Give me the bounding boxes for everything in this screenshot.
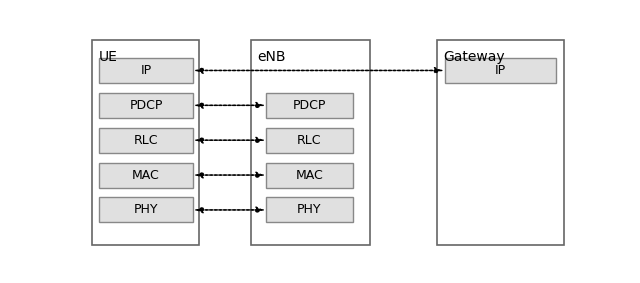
Bar [266, 93, 353, 118]
Text: RLC: RLC [297, 134, 322, 147]
Bar [445, 58, 556, 83]
Text: Gateway: Gateway [443, 50, 505, 64]
Bar [266, 162, 353, 188]
Text: eNB: eNB [257, 50, 285, 64]
Bar [99, 128, 193, 153]
Bar [92, 40, 199, 245]
Text: MAC: MAC [296, 169, 323, 182]
Text: MAC: MAC [132, 169, 160, 182]
Text: PHY: PHY [297, 203, 322, 216]
Text: IP: IP [495, 64, 506, 77]
Bar [99, 93, 193, 118]
Text: RLC: RLC [134, 134, 158, 147]
Text: PDCP: PDCP [129, 99, 163, 112]
Bar [99, 198, 193, 222]
Text: UE: UE [99, 50, 117, 64]
Bar [251, 40, 370, 245]
Bar [99, 58, 193, 83]
Bar [266, 198, 353, 222]
Text: PDCP: PDCP [292, 99, 326, 112]
Text: IP: IP [140, 64, 152, 77]
Bar [99, 162, 193, 188]
Text: PHY: PHY [134, 203, 158, 216]
Bar [266, 128, 353, 153]
Bar [437, 40, 564, 245]
